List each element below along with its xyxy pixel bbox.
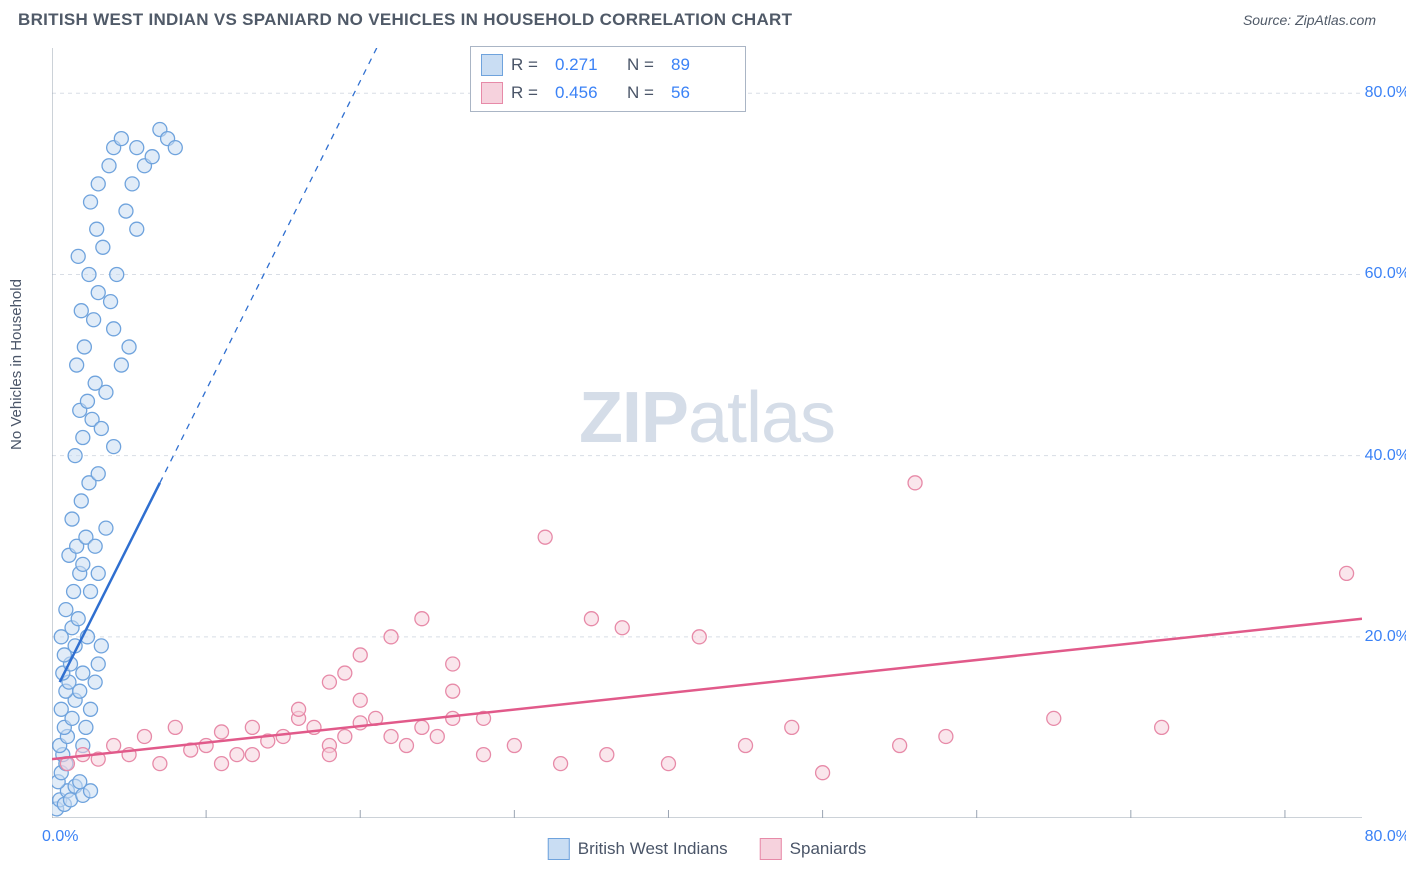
n-value: 56 <box>671 83 735 103</box>
scatter-plot <box>52 48 1362 818</box>
header: BRITISH WEST INDIAN VS SPANIARD NO VEHIC… <box>0 0 1406 36</box>
r-label: R = <box>511 55 547 75</box>
r-value: 0.456 <box>555 83 619 103</box>
y-axis-tick-label: 40.0% <box>1365 447 1406 465</box>
chart-area: ZIPatlas R =0.271N =89R =0.456N =56 Brit… <box>52 48 1362 818</box>
legend-swatch <box>760 838 782 860</box>
chart-title: BRITISH WEST INDIAN VS SPANIARD NO VEHIC… <box>18 10 792 30</box>
stats-legend: R = 0.271 N = 89 R = 0.456 N = 56 <box>470 46 746 112</box>
stats-row: R = 0.456 N = 56 <box>481 79 735 107</box>
n-value: 89 <box>671 55 735 75</box>
r-label: R = <box>511 83 547 103</box>
legend-item: British West Indians <box>548 838 728 860</box>
series-legend: British West Indians Spaniards <box>548 838 866 860</box>
y-axis-label: No Vehicles in Household <box>8 279 25 450</box>
y-axis-tick-label: 80.0% <box>1365 84 1406 102</box>
source-attribution: Source: ZipAtlas.com <box>1243 12 1376 28</box>
x-axis-max-label: 80.0% <box>1365 828 1406 846</box>
legend-swatch <box>481 82 503 104</box>
legend-label: Spaniards <box>790 839 867 859</box>
legend-item: Spaniards <box>760 838 867 860</box>
r-value: 0.271 <box>555 55 619 75</box>
y-axis-tick-label: 20.0% <box>1365 628 1406 646</box>
x-axis-min-label: 0.0% <box>42 828 78 846</box>
legend-swatch <box>481 54 503 76</box>
y-axis-tick-label: 60.0% <box>1365 265 1406 283</box>
n-label: N = <box>627 83 663 103</box>
legend-swatch <box>548 838 570 860</box>
legend-label: British West Indians <box>578 839 728 859</box>
n-label: N = <box>627 55 663 75</box>
stats-row: R = 0.271 N = 89 <box>481 51 735 79</box>
